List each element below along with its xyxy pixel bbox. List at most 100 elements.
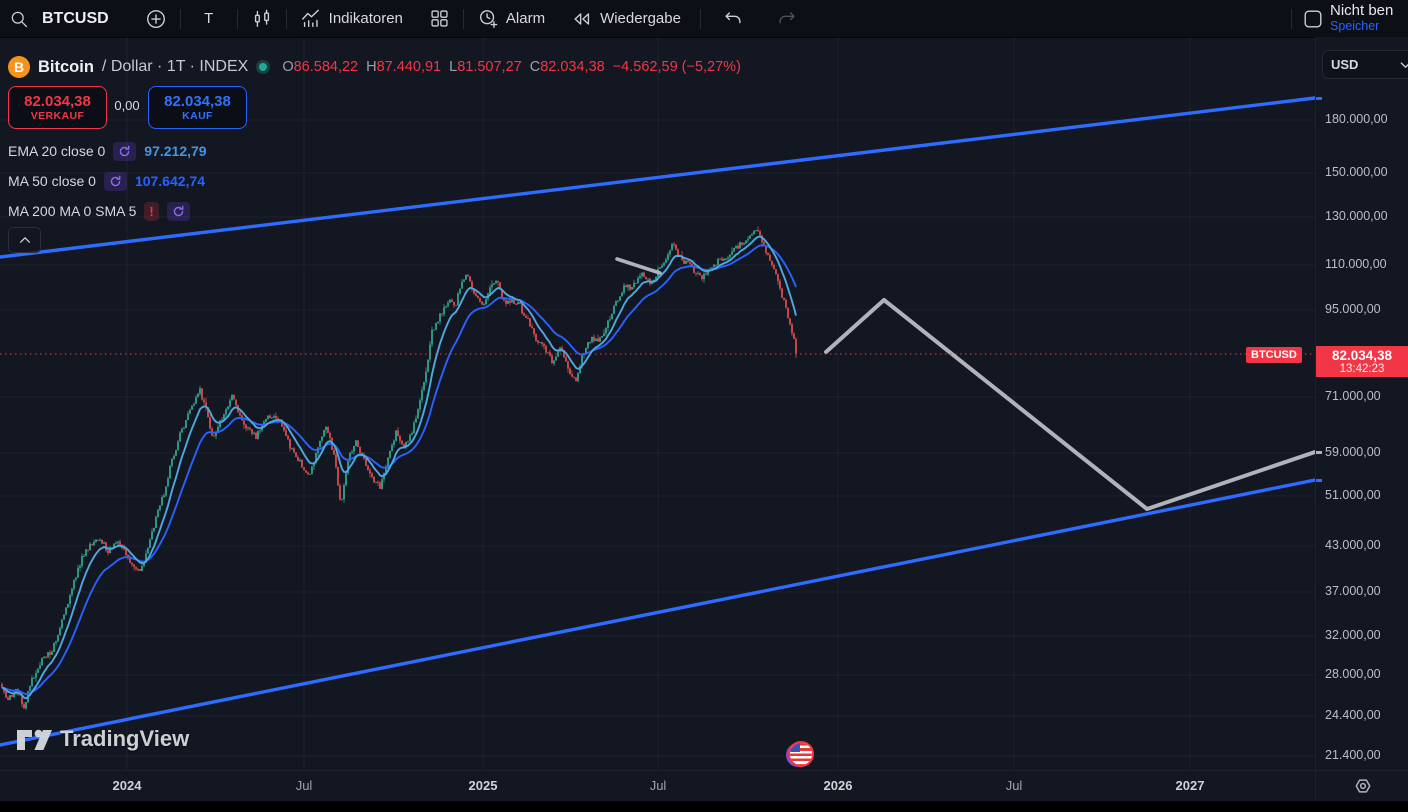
interval-label: T xyxy=(204,10,214,27)
collapse-legend-button[interactable] xyxy=(8,227,41,253)
alarm-label: Alarm xyxy=(505,10,546,27)
top-toolbar: BTCUSD T Indikatoren Alarm Wiedergabe xyxy=(0,0,1408,38)
price-tick-label: 71.000,00 xyxy=(1325,389,1381,403)
projection-axis-mark xyxy=(1316,451,1322,454)
ohlc-item: L81.507,27 xyxy=(449,59,522,75)
indicator-title: MA 50 close 0 xyxy=(8,173,96,189)
price-tick-label: 130.000,00 xyxy=(1325,209,1388,223)
gray-trend-segment[interactable] xyxy=(615,257,662,275)
trend-channel-upper-line[interactable] xyxy=(0,96,1315,259)
price-tick-label: 180.000,00 xyxy=(1325,112,1388,126)
time-tick-label: 2024 xyxy=(112,778,142,793)
channel-lower-axis-mark xyxy=(1316,479,1322,482)
last-price-label: 82.034,38 13:42:23 xyxy=(1316,346,1408,377)
chevron-down-icon xyxy=(1400,61,1408,68)
candlestick-series xyxy=(1,226,797,710)
chart-style-button[interactable] xyxy=(242,5,282,33)
price-tick-label: 24.400,00 xyxy=(1325,708,1381,722)
indicator-error-icon[interactable]: ! xyxy=(144,201,159,221)
chart-canvas[interactable] xyxy=(0,37,1315,770)
buy-label: KAUF xyxy=(182,110,213,123)
economic-event-flag-icon[interactable] xyxy=(788,741,814,767)
save-layout-link[interactable]: Speicher xyxy=(1330,18,1380,33)
grid-layout-icon xyxy=(431,10,448,27)
layout-name[interactable]: Nicht ben xyxy=(1330,3,1394,20)
playback-button[interactable]: Wiedergabe xyxy=(562,5,690,33)
layout-name-block: Nicht ben Speicher xyxy=(1330,3,1408,33)
symbol-info-row[interactable]: B Bitcoin / Dollar · 1T · INDEX O86.584,… xyxy=(8,54,741,80)
us-flag-canton xyxy=(790,743,800,752)
plus-circle-icon xyxy=(146,9,165,28)
indicator-loading-icon[interactable] xyxy=(113,141,137,161)
toolbar-separator xyxy=(699,8,701,29)
price-projection-zigzag[interactable] xyxy=(824,298,1315,511)
tradingview-logo[interactable]: TradingView xyxy=(16,725,189,753)
layout-manage-button[interactable] xyxy=(1296,5,1330,33)
currency-select[interactable]: USD xyxy=(1322,50,1408,79)
indicator-legend-row[interactable]: MA 50 close 0 107.642,74 xyxy=(8,169,205,193)
last-price-value: 82.034,38 xyxy=(1331,348,1393,363)
time-tick-label: 2025 xyxy=(468,778,498,793)
layout-grid-button[interactable] xyxy=(420,5,459,33)
ohlc-item: O86.584,22 xyxy=(282,59,359,75)
ohlc-values: O86.584,22 H87.440,91 L81.507,27 C82.034,38… xyxy=(282,59,741,75)
alarm-button[interactable]: Alarm xyxy=(468,5,554,33)
playback-label: Wiedergabe xyxy=(600,10,681,27)
ma50-line xyxy=(1,244,797,695)
compare-add-button[interactable] xyxy=(136,5,176,33)
layout-square-icon xyxy=(1304,10,1322,27)
gear-icon[interactable] xyxy=(1354,777,1372,795)
price-tick-label: 110.000,00 xyxy=(1325,257,1387,271)
sell-label: VERKAUF xyxy=(30,110,85,123)
last-price-symbol-tag: BTCUSD xyxy=(1246,347,1302,363)
tradingview-logo-icon xyxy=(17,729,52,750)
sell-price: 82.034,38 xyxy=(24,92,91,110)
time-tick-label: Jul xyxy=(1005,778,1023,793)
symbol-title: Bitcoin xyxy=(38,57,94,76)
indicator-legend-row[interactable]: EMA 20 close 0 97.212,79 xyxy=(8,139,207,163)
indicator-legend-row[interactable]: MA 200 MA 0 SMA 5! xyxy=(8,199,190,223)
price-tick-label: 21.400,00 xyxy=(1325,748,1381,762)
price-axis[interactable]: USD 180.000,00 150.000,00 130.000,00 110.00… xyxy=(1315,37,1408,770)
buy-button[interactable]: 82.034,38 KAUF xyxy=(148,86,247,129)
undo-button[interactable] xyxy=(713,5,753,33)
redo-button[interactable] xyxy=(767,5,807,33)
indicators-icon xyxy=(301,9,319,27)
alarm-plus-icon xyxy=(479,9,498,28)
bitcoin-icon: B xyxy=(8,56,30,78)
time-tick-label: 2027 xyxy=(1175,778,1205,793)
toolbar-separator xyxy=(285,8,287,29)
buy-price: 82.034,38 xyxy=(164,92,231,110)
currency-value: USD xyxy=(1331,57,1359,72)
change-value: −4.562,59 (−5,27%) xyxy=(612,59,741,75)
indicator-loading-icon[interactable] xyxy=(103,171,127,191)
market-status-dot[interactable] xyxy=(256,60,271,74)
redo-icon xyxy=(779,11,795,23)
indicator-value: 97.212,79 xyxy=(144,143,207,159)
price-tick-label: 32.000,00 xyxy=(1325,628,1381,642)
sell-button[interactable]: 82.034,38 VERKAUF xyxy=(8,86,107,129)
time-axis[interactable]: 2024 Jul 2025 Jul 2026 Jul 2027 xyxy=(0,770,1315,801)
toolbar-separator xyxy=(462,8,464,29)
toolbar-separator xyxy=(179,8,181,29)
toolbar-separator xyxy=(1291,8,1292,29)
toolbar-right-group: Nicht ben Speicher xyxy=(1287,0,1408,37)
interval-button[interactable]: T xyxy=(185,5,233,33)
spread-value: 0,00 xyxy=(114,98,140,113)
indicator-title: MA 200 MA 0 SMA 5 xyxy=(8,203,137,219)
indicator-title: EMA 20 close 0 xyxy=(8,143,106,159)
indicator-loading-icon[interactable] xyxy=(166,201,190,221)
symbol-search-button[interactable]: BTCUSD xyxy=(0,5,118,33)
chevron-up-icon xyxy=(19,237,30,243)
time-tick-label: 2026 xyxy=(823,778,853,793)
time-tick-label: Jul xyxy=(649,778,667,793)
time-tick-label: Jul xyxy=(295,778,313,793)
indicators-button[interactable]: Indikatoren xyxy=(291,5,412,33)
trend-channel-lower-line[interactable] xyxy=(0,478,1315,747)
symbol-name: BTCUSD xyxy=(42,9,109,27)
symbol-suffix: / Dollar · 1T · INDEX xyxy=(101,58,249,75)
channel-upper-axis-mark xyxy=(1316,97,1322,100)
price-tick-label: 43.000,00 xyxy=(1325,538,1381,552)
grid xyxy=(0,37,1315,770)
